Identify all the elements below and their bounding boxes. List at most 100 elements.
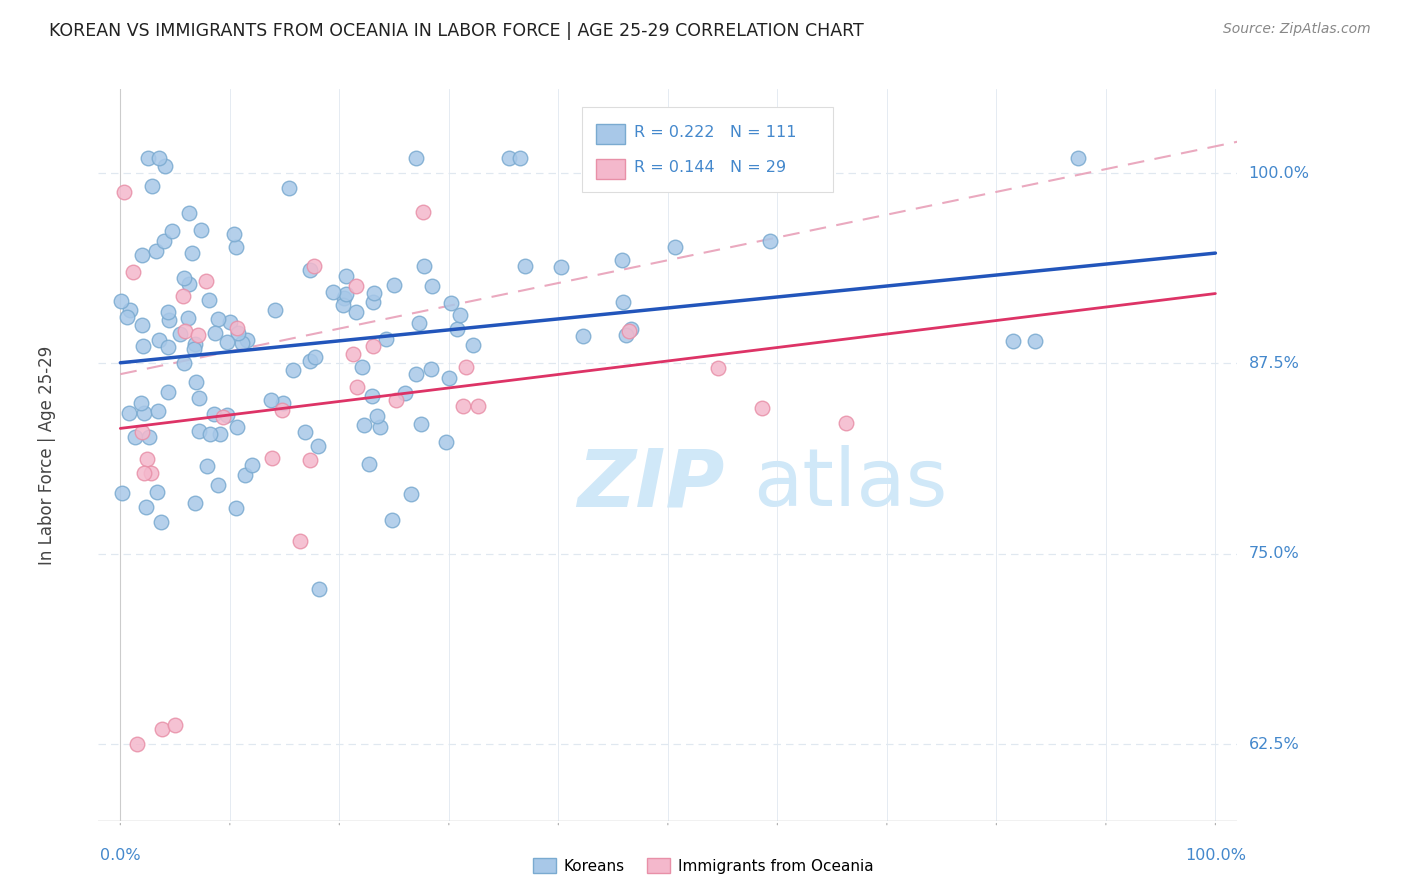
- Point: [332, 291, 354, 305]
- Point: [125, 738, 148, 752]
- Point: [160, 224, 183, 238]
- Point: [131, 248, 153, 262]
- Point: [122, 265, 145, 279]
- Point: [208, 427, 231, 442]
- Point: [361, 339, 384, 353]
- Point: [177, 311, 200, 326]
- Point: [172, 288, 194, 302]
- Point: [374, 332, 396, 346]
- Text: 87.5%: 87.5%: [1249, 356, 1299, 371]
- Point: [299, 263, 322, 277]
- Point: [617, 324, 640, 338]
- Point: [307, 439, 329, 453]
- Point: [385, 392, 408, 407]
- Point: [1001, 334, 1024, 348]
- Point: [183, 342, 205, 356]
- Point: [550, 260, 572, 274]
- Point: [181, 246, 204, 260]
- Point: [346, 380, 368, 394]
- FancyBboxPatch shape: [596, 159, 624, 179]
- Point: [225, 420, 247, 434]
- Point: [149, 515, 172, 529]
- Point: [420, 362, 443, 376]
- Point: [157, 305, 180, 319]
- Point: [131, 318, 153, 332]
- Point: [148, 151, 170, 165]
- FancyBboxPatch shape: [582, 108, 832, 192]
- Point: [283, 362, 305, 376]
- Point: [132, 466, 155, 480]
- Point: [344, 305, 367, 319]
- Point: [148, 404, 170, 418]
- Point: [146, 485, 169, 500]
- Point: [132, 339, 155, 353]
- Point: [405, 151, 427, 165]
- Point: [751, 401, 773, 415]
- Point: [197, 293, 219, 308]
- Point: [405, 367, 427, 381]
- Point: [188, 391, 211, 405]
- Text: In Labor Force | Age 25-29: In Labor Force | Age 25-29: [38, 345, 56, 565]
- Point: [165, 717, 187, 731]
- Text: 100.0%: 100.0%: [1185, 848, 1246, 863]
- Point: [353, 418, 375, 433]
- Point: [145, 244, 167, 259]
- Point: [614, 328, 637, 343]
- Point: [498, 151, 520, 165]
- Text: 0.0%: 0.0%: [100, 848, 141, 863]
- Point: [153, 159, 176, 173]
- Point: [260, 450, 283, 465]
- Point: [304, 350, 326, 364]
- Point: [177, 205, 200, 219]
- Point: [363, 286, 385, 301]
- Point: [186, 375, 208, 389]
- Point: [439, 371, 461, 385]
- Point: [150, 722, 173, 736]
- Point: [288, 533, 311, 548]
- Point: [294, 425, 316, 439]
- Point: [440, 296, 463, 310]
- Point: [135, 452, 157, 467]
- Text: R = 0.222   N = 111: R = 0.222 N = 111: [634, 125, 796, 140]
- Point: [157, 340, 180, 354]
- Point: [226, 326, 249, 341]
- Point: [136, 151, 159, 165]
- Point: [366, 409, 388, 424]
- Point: [240, 458, 263, 473]
- Point: [461, 338, 484, 352]
- Point: [361, 389, 384, 403]
- Point: [177, 277, 200, 292]
- Point: [412, 259, 434, 273]
- Point: [200, 427, 222, 442]
- Point: [270, 403, 292, 417]
- Text: 75.0%: 75.0%: [1249, 547, 1299, 561]
- Point: [308, 582, 330, 596]
- Point: [509, 151, 531, 165]
- Point: [394, 386, 416, 401]
- Point: [115, 310, 138, 325]
- Point: [135, 500, 157, 515]
- Point: [299, 353, 322, 368]
- Point: [335, 287, 357, 301]
- Point: [370, 420, 392, 434]
- Point: [411, 417, 433, 431]
- Point: [190, 222, 212, 236]
- Point: [118, 406, 141, 420]
- Point: [235, 468, 257, 483]
- Point: [129, 396, 152, 410]
- Point: [195, 274, 218, 288]
- Point: [131, 425, 153, 439]
- Point: [212, 410, 235, 425]
- Point: [139, 466, 162, 480]
- Point: [132, 406, 155, 420]
- Point: [352, 359, 374, 374]
- Point: [342, 347, 364, 361]
- Point: [610, 253, 633, 268]
- Point: [434, 434, 457, 449]
- Point: [449, 309, 471, 323]
- Point: [141, 179, 163, 194]
- Point: [467, 399, 489, 413]
- Point: [111, 486, 134, 500]
- Point: [235, 334, 257, 348]
- Point: [218, 315, 240, 329]
